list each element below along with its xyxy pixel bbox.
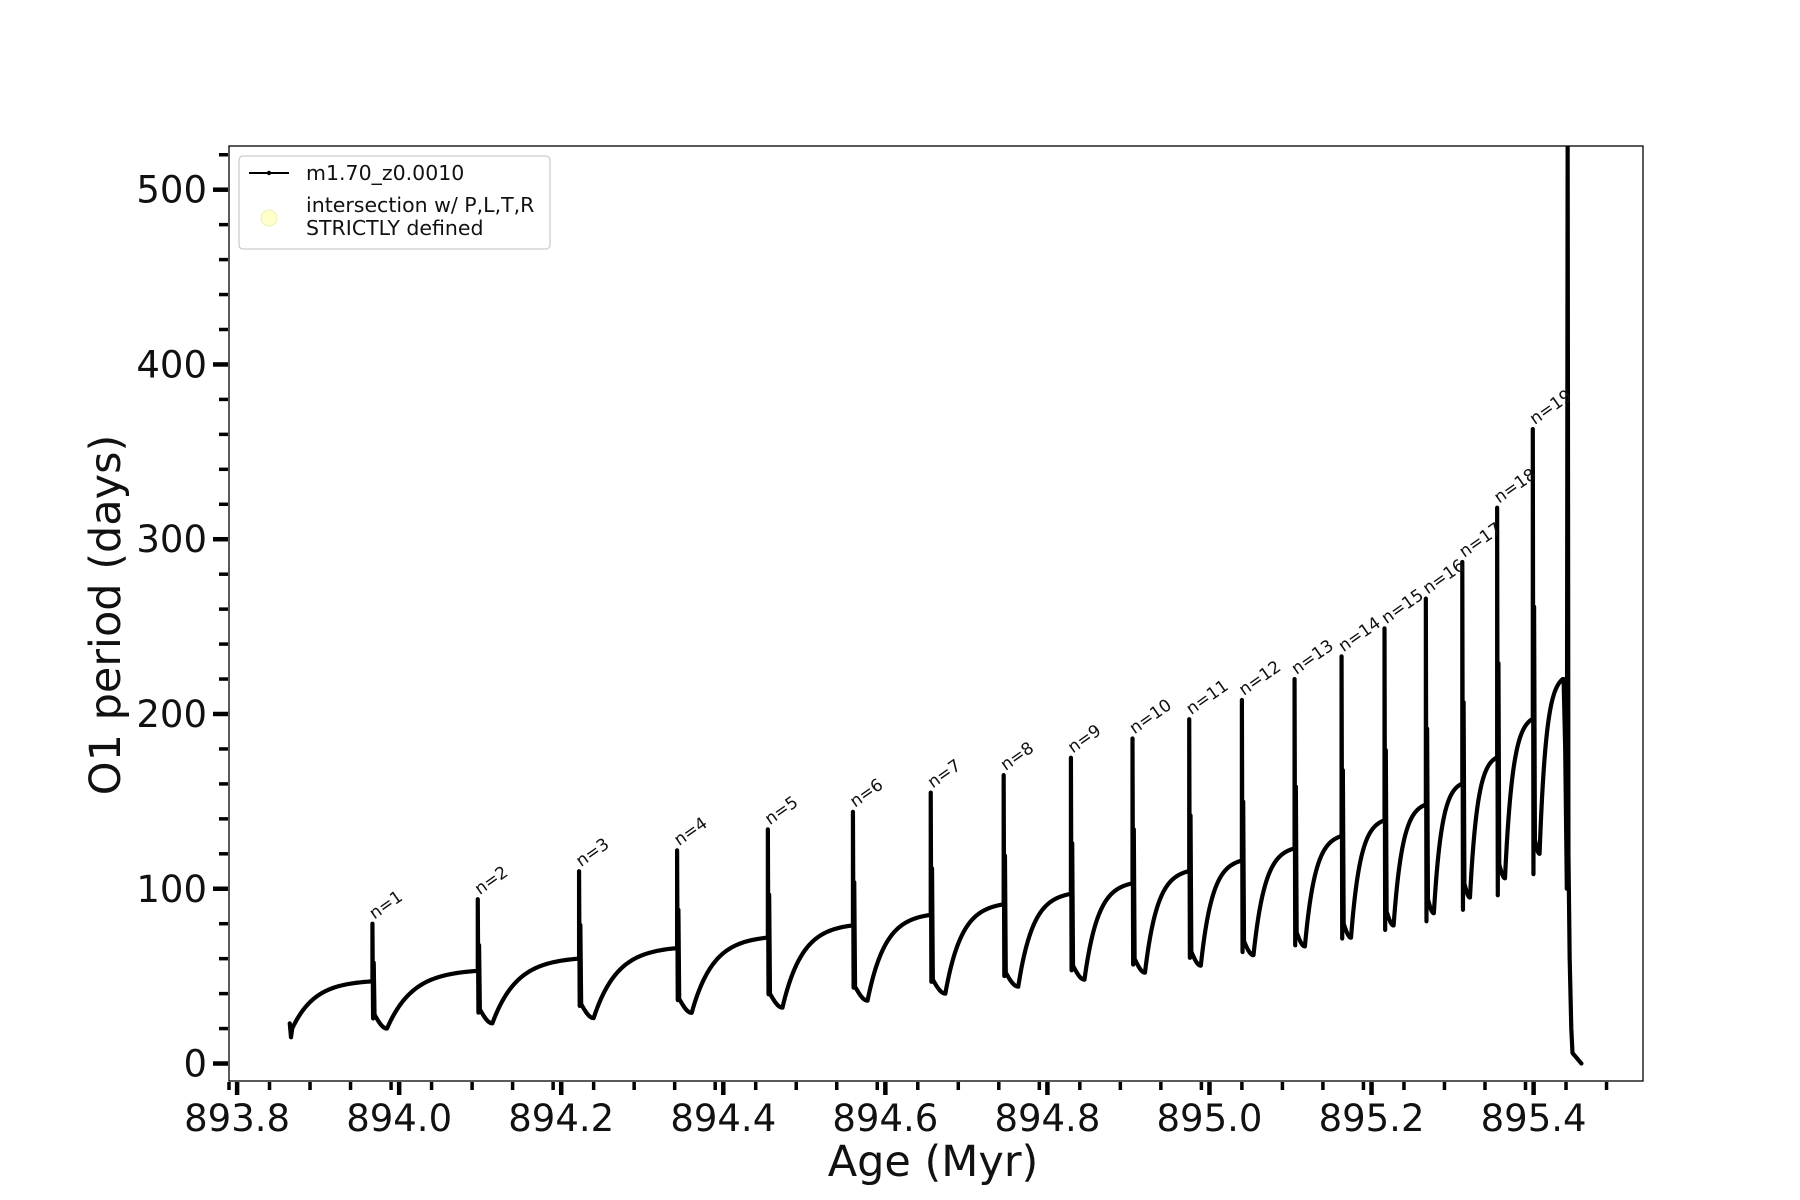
x-tick-label: 894.2 [508, 1097, 614, 1140]
y-tick-label: 0 [183, 1043, 207, 1086]
axis-ticks: 893.8 894.0 894.2 894.4 894.6 894.8 895.0 895.2… [136, 152, 1609, 1140]
legend-entry-intersection: intersection w/ P,L,T,R STRICTLY defined [306, 193, 541, 240]
y-tick-label: 100 [136, 868, 207, 911]
legend-dot-marker [266, 170, 272, 176]
series-line-m1.70-z0.0010 [287, 146, 1584, 1066]
x-tick-label: 895.0 [1157, 1097, 1263, 1140]
x-tick-label: 894.0 [346, 1097, 452, 1140]
plot-frame [228, 145, 1644, 1082]
legend-entry-series: m1.70_z0.0010 [306, 161, 464, 186]
plot-background [229, 146, 1643, 1081]
y-tick-label: 500 [136, 169, 207, 212]
legend-intersection-marker [260, 209, 278, 227]
x-tick-label: 893.8 [184, 1097, 290, 1140]
y-axis-label: O1 period (days) [81, 435, 131, 796]
legend-box [238, 155, 551, 250]
legend: m1.70_z0.0010 intersection w/ P,L,T,R ST… [238, 155, 551, 250]
y-tick-label: 300 [136, 518, 207, 561]
y-tick-label: 400 [136, 343, 207, 386]
x-tick-label: 895.4 [1481, 1097, 1587, 1140]
x-axis-label: Age (Myr) [828, 1137, 1039, 1187]
x-tick-label: 894.8 [994, 1097, 1100, 1140]
x-tick-label: 895.2 [1319, 1097, 1425, 1140]
y-tick-label: 200 [136, 693, 207, 736]
x-tick-label: 894.6 [832, 1097, 938, 1140]
x-tick-label: 894.4 [670, 1097, 776, 1140]
